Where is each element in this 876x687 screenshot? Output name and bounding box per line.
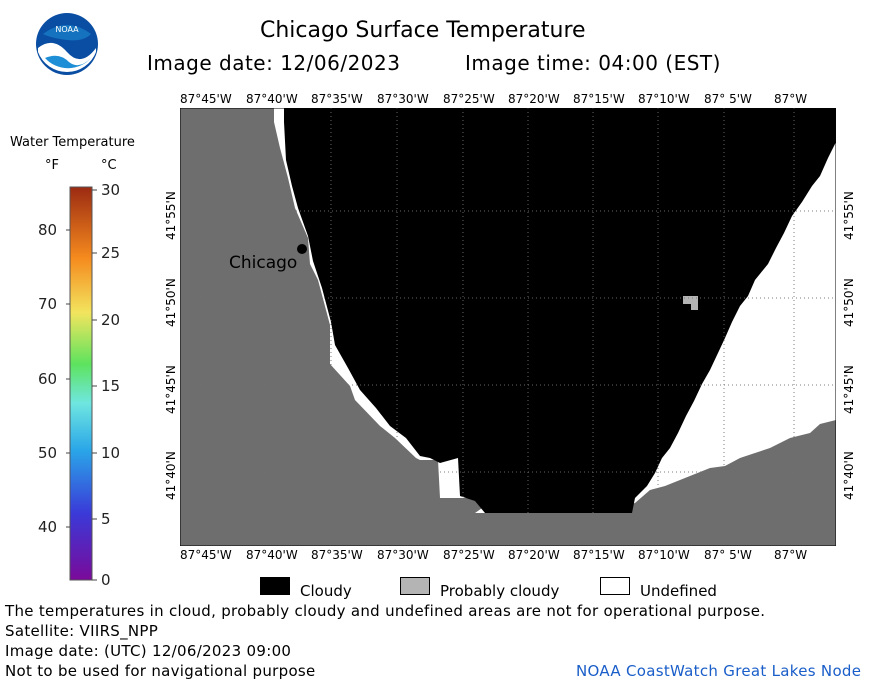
top-lon-label: 87°35'W [311, 92, 363, 106]
celsius-tick-label: 0 [101, 571, 111, 589]
probably-cloudy-patch [683, 296, 698, 310]
fahrenheit-tick-label: 50 [38, 444, 58, 462]
colorbar-title: Water Temperature [10, 135, 135, 150]
legend-probably-cloudy-swatch [400, 577, 430, 595]
bottom-lon-label: 87°30'W [377, 548, 429, 562]
fahrenheit-tick-label: 60 [38, 370, 58, 388]
chicago-marker [297, 244, 307, 254]
top-lon-label: 87°15'W [573, 92, 625, 106]
top-lon-label: 87°20'W [508, 92, 560, 106]
lake-michigan-map [180, 108, 836, 546]
celsius-tick-label: 10 [101, 444, 121, 462]
fahrenheit-tick-label: 80 [38, 221, 58, 239]
legend-probably-cloudy-label: Probably cloudy [440, 582, 560, 600]
legend-cloudy-swatch [260, 577, 290, 595]
celsius-tick-label: 20 [101, 311, 121, 329]
bottom-lon-label: 87°20'W [508, 548, 560, 562]
image-date: Image date: 12/06/2023 [147, 51, 401, 75]
disclaimer-text: The temperatures in cloud, probably clou… [5, 602, 766, 620]
logo-text: NOAA [55, 25, 79, 34]
bottom-lon-label: 87°45'W [180, 548, 232, 562]
colorbar-unit-c: °C [101, 158, 117, 173]
bottom-lon-label: 87°40'W [246, 548, 298, 562]
right-lat-label: 41°55'N [842, 191, 856, 240]
nav-warning-text: Not to be used for navigational purpose [5, 662, 316, 680]
left-lat-label: 41°40'N [164, 451, 178, 500]
celsius-tick-label: 5 [101, 510, 111, 528]
fahrenheit-tick-label: 40 [38, 518, 58, 536]
coastwatch-node-link[interactable]: NOAA CoastWatch Great Lakes Node [576, 662, 862, 680]
legend-cloudy-label: Cloudy [300, 582, 352, 600]
top-lon-label: 87°W [774, 92, 808, 106]
top-lon-label: 87°25'W [443, 92, 495, 106]
legend-undefined-label: Undefined [640, 582, 717, 600]
left-lat-label: 41°50'N [164, 278, 178, 327]
top-lon-label: 87°30'W [377, 92, 429, 106]
celsius-tick-label: 15 [101, 377, 121, 395]
left-lat-label: 41°45'N [164, 365, 178, 414]
celsius-tick-label: 25 [101, 244, 121, 262]
legend-undefined-swatch [600, 577, 630, 595]
top-lon-label: 87° 5'W [704, 92, 752, 106]
bottom-lon-label: 87°15'W [573, 548, 625, 562]
image-time: Image time: 04:00 (EST) [465, 51, 721, 75]
map-title: Chicago Surface Temperature [260, 18, 586, 43]
bottom-lon-label: 87°35'W [311, 548, 363, 562]
right-lat-label: 41°50'N [842, 278, 856, 327]
colorbar [66, 186, 97, 581]
right-lat-label: 41°45'N [842, 365, 856, 414]
bottom-lon-label: 87°W [774, 548, 808, 562]
top-lon-label: 87°40'W [246, 92, 298, 106]
celsius-tick-label: 30 [101, 181, 121, 199]
top-lon-label: 87°45'W [180, 92, 232, 106]
fahrenheit-tick-label: 70 [38, 295, 58, 313]
bottom-lon-label: 87°10'W [638, 548, 690, 562]
colorbar-unit-f: °F [45, 158, 59, 173]
noaa-logo: NOAA [36, 13, 98, 75]
cloudy-area [284, 108, 836, 513]
bottom-lon-label: 87° 5'W [704, 548, 752, 562]
top-lon-label: 87°10'W [638, 92, 690, 106]
utc-date-text: Image date: (UTC) 12/06/2023 09:00 [5, 642, 292, 660]
bottom-lon-label: 87°25'W [443, 548, 495, 562]
left-lat-label: 41°55'N [164, 191, 178, 240]
chicago-label: Chicago [229, 253, 298, 273]
right-lat-label: 41°40'N [842, 451, 856, 500]
satellite-text: Satellite: VIIRS_NPP [5, 622, 159, 640]
